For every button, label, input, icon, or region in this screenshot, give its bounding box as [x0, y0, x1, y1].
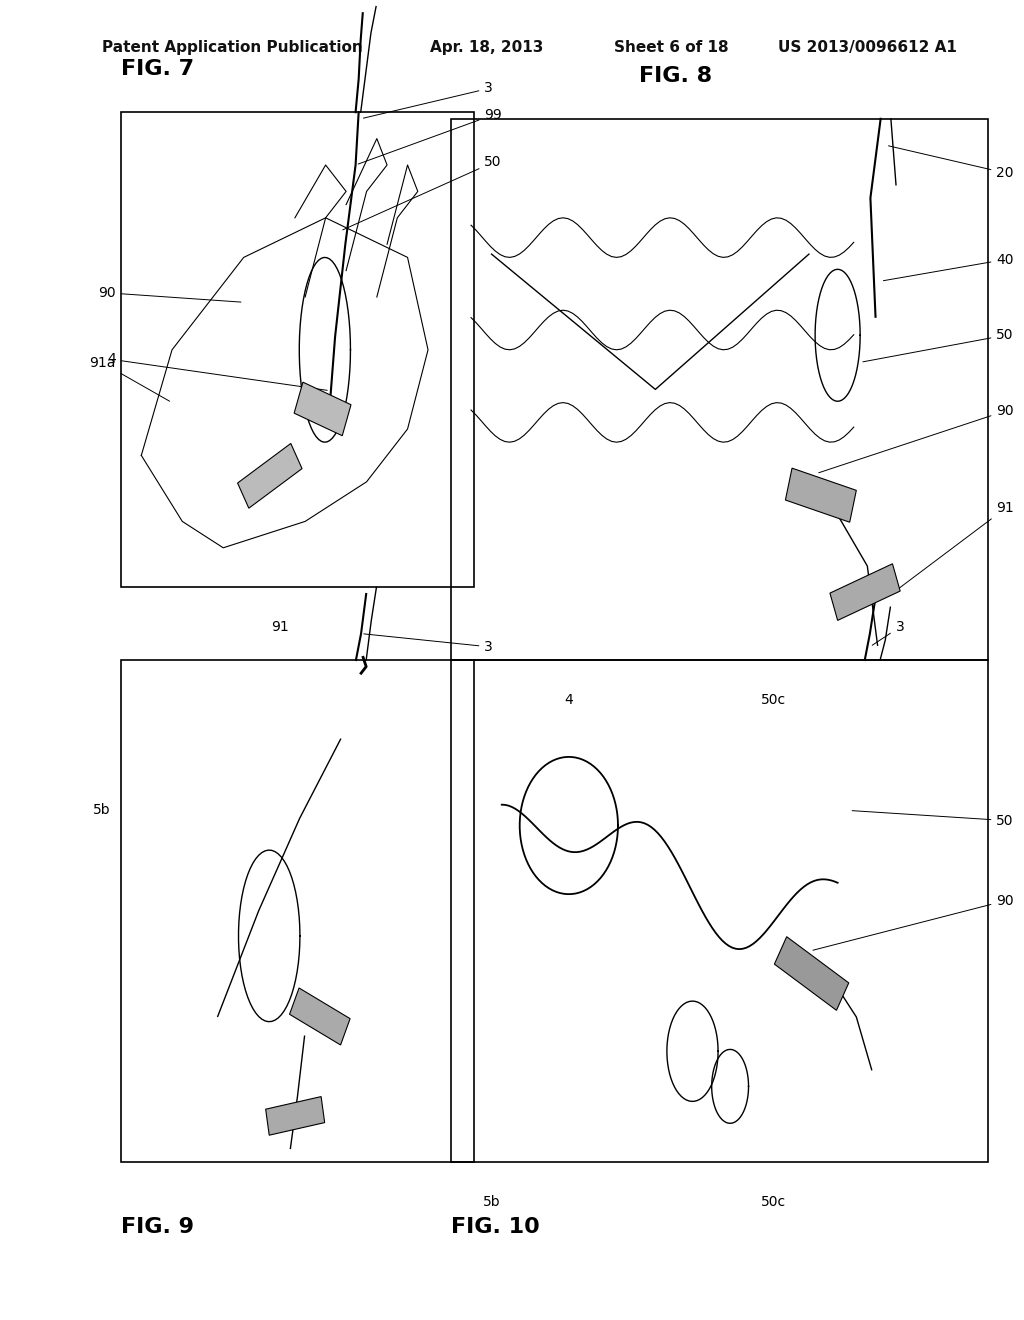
Bar [451, 119, 988, 660]
Bar [290, 987, 350, 1045]
Bar [121, 660, 474, 1162]
Text: 3: 3 [364, 634, 494, 653]
Text: 4: 4 [564, 693, 573, 708]
Text: 91: 91 [271, 620, 289, 635]
Text: 3: 3 [364, 82, 494, 119]
Text: FIG. 8: FIG. 8 [639, 66, 712, 86]
Text: US 2013/0096612 A1: US 2013/0096612 A1 [778, 40, 957, 55]
Bar [829, 564, 900, 620]
Text: 91a: 91a [89, 356, 170, 401]
Text: 4: 4 [106, 352, 328, 391]
Text: 90: 90 [813, 894, 1014, 950]
Bar [294, 383, 351, 436]
Text: 50c: 50c [761, 693, 785, 708]
Text: 91: 91 [894, 502, 1014, 593]
Text: 5b: 5b [93, 804, 111, 817]
Text: FIG. 9: FIG. 9 [121, 1217, 194, 1237]
Text: Apr. 18, 2013: Apr. 18, 2013 [430, 40, 544, 55]
Text: Patent Application Publication: Patent Application Publication [102, 40, 364, 55]
Text: 50: 50 [863, 329, 1014, 362]
Bar [121, 112, 474, 587]
Bar [451, 660, 988, 1162]
Text: 90: 90 [98, 285, 241, 302]
Text: 99: 99 [358, 108, 502, 164]
Text: 40: 40 [884, 252, 1014, 281]
Text: 90: 90 [819, 404, 1014, 473]
Text: FIG. 7: FIG. 7 [121, 59, 194, 79]
Bar [774, 937, 849, 1010]
Text: 20: 20 [889, 145, 1014, 180]
Text: 5b: 5b [482, 1195, 501, 1209]
Text: 3: 3 [872, 620, 904, 645]
Text: 50c: 50c [761, 1195, 785, 1209]
Text: FIG. 10: FIG. 10 [451, 1217, 540, 1237]
Bar [265, 1097, 325, 1135]
Text: 50: 50 [852, 810, 1014, 828]
Text: Sheet 6 of 18: Sheet 6 of 18 [614, 40, 729, 55]
Text: 50: 50 [343, 156, 502, 230]
Bar [785, 469, 856, 523]
Bar [238, 444, 302, 508]
